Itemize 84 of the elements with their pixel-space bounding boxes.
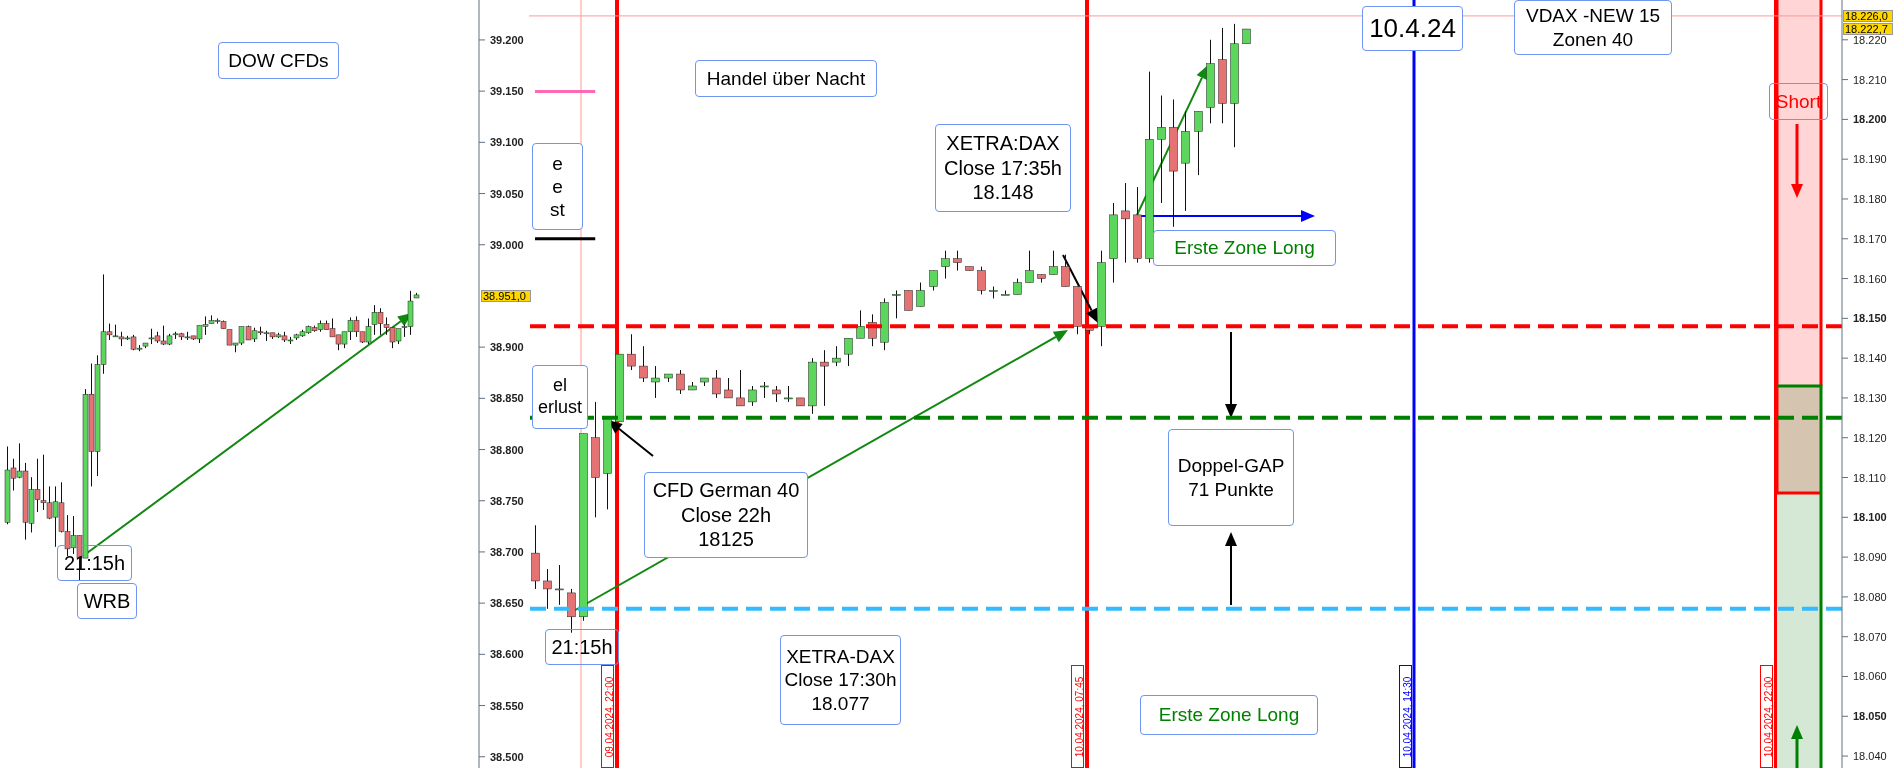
candlestick — [1157, 95, 1166, 204]
y-tick-label: 18.220 — [1853, 33, 1887, 46]
annotation: Erste Zone Long — [1153, 230, 1336, 266]
y-tick-label: 38.750 — [490, 494, 524, 507]
candlestick — [1194, 110, 1203, 176]
y-tick-label: 38.850 — [490, 392, 524, 405]
y-tick-label: 18.160 — [1853, 272, 1887, 285]
y-tick-label: 38.650 — [490, 597, 524, 610]
candlestick — [953, 250, 962, 272]
text: 18.226,0 — [1843, 10, 1893, 22]
text: 18.222,7 — [1843, 23, 1893, 35]
y-tick-label: 39.000 — [490, 238, 524, 251]
candlestick — [941, 250, 950, 280]
y-tick-label: 18.130 — [1853, 391, 1887, 404]
y-tick-label: 18.070 — [1853, 630, 1887, 643]
y-tick-label: 18.080 — [1853, 590, 1887, 603]
annotation: 10.04.2024, 07:45 — [1073, 677, 1084, 758]
annotation: 10.04.2024, 22:00 — [1762, 677, 1773, 758]
text: DOW CFDs — [218, 42, 339, 79]
candlestick — [748, 385, 757, 407]
annotation: 10.04.2024, 14:30 — [1401, 677, 1412, 758]
candlestick — [627, 333, 636, 371]
candlestick — [651, 365, 660, 399]
candlestick — [892, 289, 901, 319]
annotation: Handel über Nacht — [695, 60, 877, 97]
y-tick-label: 38.800 — [490, 443, 524, 456]
y-tick-label: 18.060 — [1853, 670, 1887, 683]
annotation: Short — [1769, 83, 1828, 120]
candlestick — [724, 377, 733, 399]
y-tick-label: 18.210 — [1853, 73, 1887, 86]
candlestick — [676, 369, 685, 395]
annotation: XETRA-DAX Close 17:30h 18.077 — [780, 635, 901, 725]
candlestick — [712, 369, 721, 399]
candlestick — [856, 309, 865, 339]
annotation: 10.4.24 — [1362, 6, 1463, 51]
y-tick-label: 18.100 — [1853, 511, 1887, 524]
candlestick — [567, 588, 576, 634]
candlestick — [977, 266, 986, 295]
candlestick — [543, 568, 552, 610]
candlestick — [820, 349, 829, 407]
text: 38.951,0 — [481, 290, 531, 302]
annotation: VDAX -NEW 15 Zonen 40 — [1514, 0, 1672, 55]
candlestick — [1121, 182, 1130, 264]
annotation: el erlust — [532, 365, 588, 429]
y-tick-label: 18.170 — [1853, 232, 1887, 245]
annotation: Doppel-GAP 71 Punkte — [1168, 429, 1294, 526]
annotation: XETRA:DAX Close 17:35h 18.148 — [935, 124, 1071, 212]
candlestick — [736, 369, 745, 407]
annotation: WRB — [77, 583, 137, 619]
annotation: Erste Zone Long — [1140, 695, 1318, 735]
y-tick-label: 39.150 — [490, 85, 524, 98]
y-tick-label: 18.040 — [1853, 750, 1887, 763]
candlestick — [929, 270, 938, 291]
y-tick-label: 18.140 — [1853, 352, 1887, 365]
candlestick — [1001, 289, 1010, 296]
candlestick — [904, 289, 913, 311]
y-tick-label: 38.500 — [490, 750, 524, 763]
candlestick — [1049, 250, 1058, 276]
y-tick-label: 39.100 — [490, 136, 524, 149]
y-tick-label: 39.200 — [490, 33, 524, 46]
y-tick-label: 18.050 — [1853, 710, 1887, 723]
candlestick — [639, 345, 648, 383]
candlestick — [832, 345, 841, 367]
y-tick-label: 38.550 — [490, 699, 524, 712]
y-tick-label: 18.150 — [1853, 312, 1887, 325]
candlestick — [1025, 250, 1034, 284]
y-tick-label: 18.180 — [1853, 192, 1887, 205]
y-tick-label: 18.190 — [1853, 153, 1887, 166]
candlestick — [1061, 254, 1070, 288]
annotation: CFD German 40 Close 22h 18125 — [644, 472, 808, 558]
y-tick-label: 38.700 — [490, 545, 524, 558]
annotation: e e st — [532, 143, 583, 230]
candlestick — [916, 282, 925, 307]
y-tick-label: 38.900 — [490, 341, 524, 354]
y-tick-label: 18.090 — [1853, 551, 1887, 564]
candlestick — [844, 337, 853, 367]
y-tick-label: 38.600 — [490, 648, 524, 661]
annotation: 09.04.2024, 22:00 — [603, 677, 614, 758]
y-tick-label: 18.110 — [1853, 471, 1886, 484]
y-tick-label: 18.200 — [1853, 113, 1887, 126]
y-tick-label: 39.050 — [490, 187, 524, 200]
candlestick — [555, 564, 564, 606]
annotation: 21:15h — [545, 629, 619, 665]
y-tick-label: 18.120 — [1853, 431, 1887, 444]
